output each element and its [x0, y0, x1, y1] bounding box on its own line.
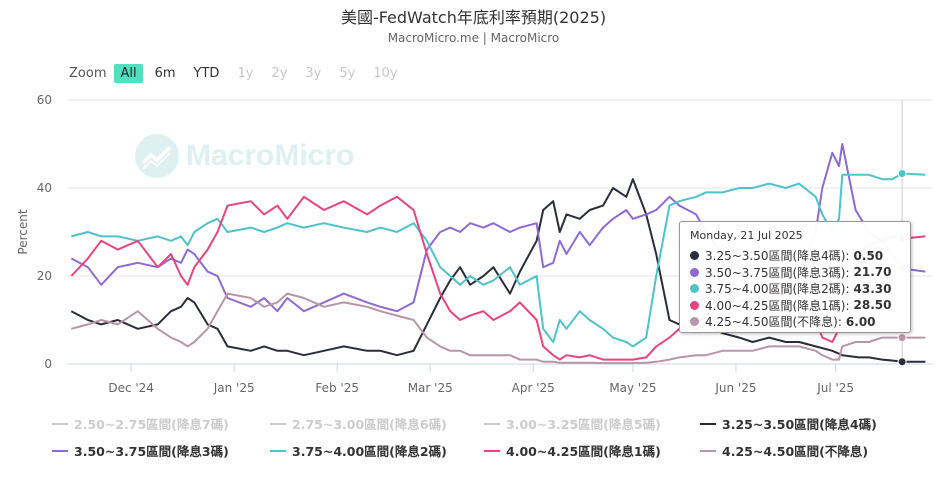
- x-tick-label: Mar '25: [408, 381, 453, 395]
- zoom-bar: Zoom All 6m YTD 1y 2y 3y 5y 10y: [69, 62, 410, 84]
- tooltip: Monday, 21 Jul 2025 3.25~3.50區間(降息4碼): 0.…: [679, 221, 911, 333]
- chart-subtitle: MacroMicro.me | MacroMicro: [387, 31, 560, 45]
- legend-swatch-icon: [270, 422, 286, 425]
- y-tick-label: 0: [44, 357, 52, 371]
- zoom-button-ytd[interactable]: YTD: [193, 65, 220, 81]
- y-axis-label: Percent: [16, 209, 30, 254]
- tooltip-value: 0.50: [853, 248, 884, 263]
- legend-swatch-icon: [700, 449, 716, 452]
- tooltip-row: 3.75~4.00區間(降息2碼): 43.30: [690, 280, 892, 297]
- watermark: MacroMicro: [134, 133, 354, 179]
- tooltip-date: Monday, 21 Jul 2025: [690, 229, 803, 242]
- chart-title: 美國-FedWatch年底利率預期(2025): [340, 8, 607, 27]
- series-line-5: [71, 172, 926, 348]
- zoom-button-1y[interactable]: 1y: [237, 65, 254, 81]
- watermark-text: MacroMicro: [186, 139, 355, 172]
- tooltip-label: 3.75~4.00區間(降息2碼):: [705, 282, 850, 296]
- legend-item[interactable]: 4.00~4.25區間(降息1碼): [484, 441, 661, 460]
- legend-item[interactable]: 2.75~3.00區間(降息6碼): [270, 414, 447, 433]
- x-tick-label: Jul '25: [816, 381, 854, 395]
- tooltip-value: 21.70: [853, 265, 892, 279]
- series-dot-icon: [690, 300, 699, 310]
- series-line-3: [70, 178, 926, 363]
- legend-swatch-icon: [484, 422, 500, 425]
- zoom-button-5y[interactable]: 5y: [339, 65, 356, 81]
- legend-item[interactable]: 2.50~2.75區間(降息7碼): [52, 414, 229, 433]
- x-tick-label: Jan '25: [213, 381, 255, 395]
- zoom-button-3y[interactable]: 3y: [305, 65, 322, 81]
- legend-label: 4.00~4.25區間(降息1碼): [506, 444, 661, 459]
- tooltip-value: 6.00: [845, 314, 876, 329]
- zoom-button-10y[interactable]: 10y: [373, 65, 398, 81]
- tooltip-label: 3.50~3.75區間(降息3碼):: [705, 265, 850, 280]
- series-dot-icon: [690, 284, 699, 293]
- zoom-label: Zoom: [69, 65, 107, 81]
- tooltip-row: 4.25~4.50區間(不降息): 6.00: [690, 313, 876, 330]
- tooltip-row: 4.00~4.25區間(降息1碼): 28.50: [690, 297, 892, 314]
- series-dot-icon: [690, 317, 699, 326]
- legend-label: 3.25~3.50區間(降息4碼): [722, 417, 877, 432]
- y-tick-label: 60: [37, 93, 52, 107]
- x-tick-label: Jun '25: [714, 381, 756, 395]
- legend-item[interactable]: 3.25~3.50區間(降息4碼): [700, 414, 877, 433]
- series-line-7: [71, 292, 926, 365]
- hover-marker-5: [897, 168, 907, 178]
- tooltip-row: 3.25~3.50區間(降息4碼): 0.50: [690, 247, 883, 264]
- series-dot-icon: [690, 251, 699, 260]
- hover-marker-7: [897, 333, 907, 343]
- legend-item[interactable]: 4.25~4.50區間(不降息): [700, 441, 868, 460]
- zoom-button-6m[interactable]: 6m: [154, 65, 176, 81]
- series-dot-icon: [690, 267, 699, 277]
- tooltip-label: 4.25~4.50區間(不降息):: [705, 315, 842, 329]
- legend-label: 3.75~4.00區間(降息2碼): [292, 444, 447, 459]
- legend-item[interactable]: 3.75~4.00區間(降息2碼): [270, 441, 447, 460]
- x-tick-label: May '25: [609, 381, 656, 395]
- legend-label: 2.75~3.00區間(降息6碼): [292, 417, 447, 432]
- tooltip-label: 3.25~3.50區間(降息4碼):: [705, 249, 850, 263]
- legend-swatch-icon: [700, 422, 716, 425]
- tooltip-value: 28.50: [853, 298, 892, 312]
- x-tick-label: Feb '25: [315, 381, 359, 395]
- macromicro-logo-icon: [135, 134, 179, 178]
- legend-label: 3.50~3.75區間(降息3碼): [74, 444, 229, 459]
- x-tick-label: Apr '25: [512, 381, 555, 395]
- y-tick-label: 20: [37, 269, 52, 283]
- legend-label: 3.00~3.25區間(降息5碼): [506, 417, 661, 432]
- legend-label: 4.25~4.50區間(不降息): [722, 444, 869, 459]
- legend-swatch-icon: [484, 449, 500, 452]
- hover-marker-3: [897, 357, 907, 367]
- tooltip-row: 3.50~3.75區間(降息3碼): 21.70: [690, 264, 892, 281]
- x-tick-label: Dec '24: [108, 381, 154, 395]
- legend-label: 2.50~2.75區間(降息7碼): [74, 417, 229, 432]
- zoom-button-2y[interactable]: 2y: [271, 65, 288, 81]
- tooltip-label: 4.00~4.25區間(降息1碼):: [705, 298, 850, 313]
- legend-swatch-icon: [52, 422, 68, 425]
- legend-swatch-icon: [270, 449, 286, 452]
- zoom-button-all[interactable]: All: [114, 63, 143, 83]
- legend-swatch-icon: [52, 449, 68, 452]
- y-tick-label: 40: [37, 181, 52, 195]
- legend-item[interactable]: 3.00~3.25區間(降息5碼): [484, 414, 661, 433]
- legend-item[interactable]: 3.50~3.75區間(降息3碼): [52, 441, 229, 460]
- tooltip-value: 43.30: [853, 281, 892, 296]
